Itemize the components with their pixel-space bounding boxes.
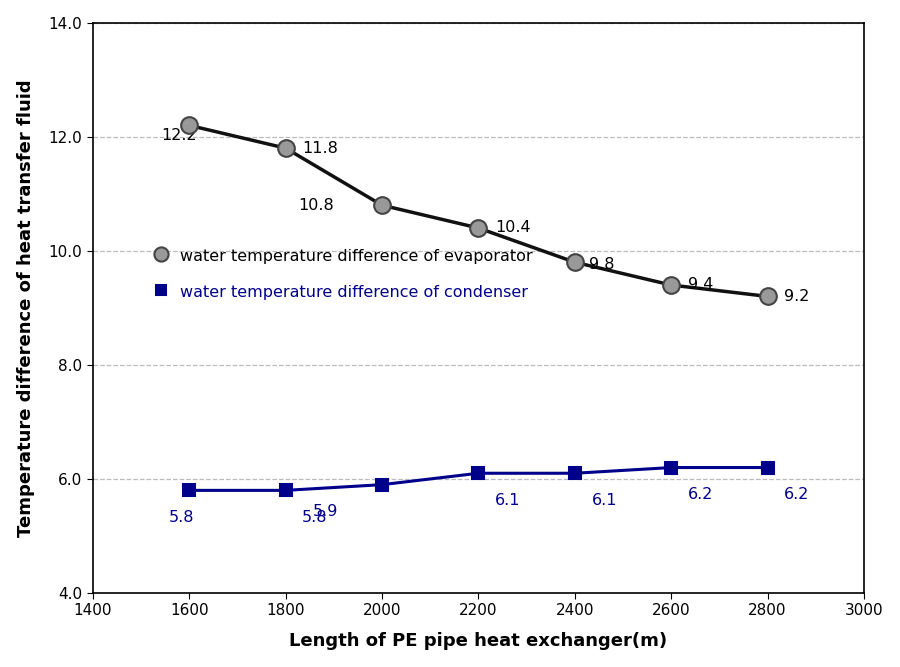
Text: 6.1: 6.1	[495, 493, 520, 508]
Text: 5.8: 5.8	[302, 510, 328, 525]
Text: 9.2: 9.2	[784, 289, 810, 304]
water temperature difference of evaporator	[762, 292, 773, 300]
water temperature difference of condenser	[473, 470, 484, 478]
water temperature difference of evaporator	[280, 144, 291, 152]
water temperature difference of evaporator	[184, 121, 194, 129]
water temperature difference of condenser	[666, 464, 677, 472]
water temperature difference of evaporator	[666, 281, 677, 289]
X-axis label: Length of PE pipe heat exchanger(m): Length of PE pipe heat exchanger(m)	[289, 632, 668, 650]
Text: 5.8: 5.8	[168, 510, 194, 525]
Text: 6.1: 6.1	[591, 493, 617, 508]
water temperature difference of evaporator	[473, 224, 484, 232]
water temperature difference of condenser	[570, 470, 580, 478]
Line: water temperature difference of condenser: water temperature difference of condense…	[183, 462, 774, 497]
Text: 5.9: 5.9	[312, 504, 338, 519]
Text: 9.8: 9.8	[589, 257, 614, 272]
Text: 9.4: 9.4	[688, 277, 713, 291]
water temperature difference of evaporator	[570, 258, 580, 266]
Legend: water temperature difference of evaporator, water temperature difference of cond: water temperature difference of evaporat…	[155, 247, 533, 299]
water temperature difference of evaporator	[376, 201, 387, 209]
Line: water temperature difference of evaporator: water temperature difference of evaporat…	[181, 117, 776, 305]
Text: 6.2: 6.2	[688, 487, 713, 502]
Text: 11.8: 11.8	[302, 141, 338, 155]
Y-axis label: Temperature difference of heat transfer fluid: Temperature difference of heat transfer …	[17, 79, 35, 537]
water temperature difference of condenser	[376, 481, 387, 489]
water temperature difference of condenser	[184, 486, 194, 494]
Text: 12.2: 12.2	[161, 128, 197, 143]
Text: 6.2: 6.2	[784, 487, 810, 502]
Text: 10.4: 10.4	[495, 219, 531, 235]
Text: 10.8: 10.8	[299, 197, 335, 213]
water temperature difference of condenser	[762, 464, 773, 472]
water temperature difference of condenser	[280, 486, 291, 494]
